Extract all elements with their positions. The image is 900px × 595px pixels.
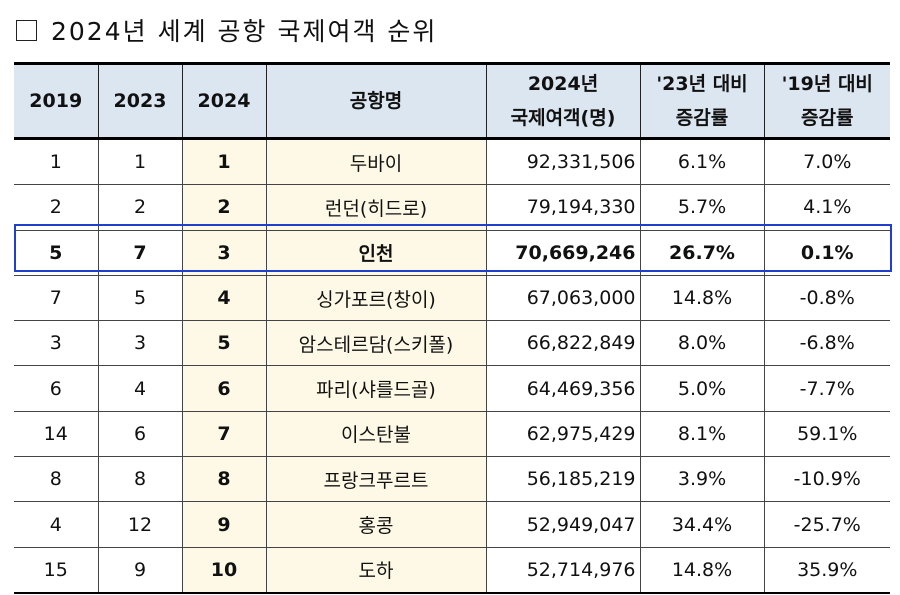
passengers-2024: 70,669,246 [485,230,640,276]
table-row: 5 7 3 인천 70,669,246 26.7% 0.1% [14,230,890,276]
table-row: 1 1 1 두바이 92,331,506 6.1% 7.0% [14,138,890,186]
table-row: 6 4 6 파리(샤를드골) 64,469,356 5.0% -7.7% [14,365,890,412]
header-change-vs-2019: '19년 대비 증감률 [763,62,890,140]
table-row: 2 2 2 런던(히드로) 79,194,330 5.7% 4.1% [14,184,890,231]
rank-2023: 7 [97,230,182,276]
header-airport: 공항명 [265,62,486,140]
airport-name: 도하 [265,547,486,594]
change-vs-2019: -10.9% [763,456,890,503]
passengers-2024: 52,714,976 [485,547,640,594]
rank-2023: 4 [97,365,182,412]
rank-2019: 3 [14,320,98,367]
change-vs-2019: -0.8% [763,275,890,322]
change-vs-2023: 34.4% [639,501,764,548]
rank-2019: 2 [14,184,98,231]
change-vs-2019: -6.8% [763,320,890,367]
passengers-2024: 62,975,429 [485,411,640,458]
change-vs-2023: 8.0% [639,320,764,367]
table-header: 2019 2023 2024 공항명 2024년 국제여객(명) '23년 대비… [14,62,890,140]
change-vs-2023: 5.7% [639,184,764,231]
rank-2024: 9 [181,501,266,548]
change-vs-2019: -7.7% [763,365,890,412]
header-passengers: 2024년 국제여객(명) [485,62,640,140]
rank-2019: 4 [14,501,98,548]
passengers-2024: 64,469,356 [485,365,640,412]
rank-2024: 2 [181,184,266,231]
title-text: 2024년 세계 공항 국제여객 순위 [51,17,438,46]
page-title: 2024년 세계 공항 국제여객 순위 [16,10,437,50]
rank-2024: 8 [181,456,266,503]
table-row: 4 12 9 홍콩 52,949,047 34.4% -25.7% [14,501,890,548]
airport-name: 암스테르담(스키폴) [265,320,486,367]
airport-name: 런던(히드로) [265,184,486,231]
header-change-vs-2023: '23년 대비 증감률 [639,62,764,140]
change-vs-2023: 8.1% [639,411,764,458]
rank-2024: 3 [181,230,266,276]
passengers-2024: 56,185,219 [485,456,640,503]
rank-2019: 6 [14,365,98,412]
rank-2023: 5 [97,275,182,322]
rank-2019: 5 [14,230,98,276]
table-row: 8 8 8 프랑크푸르트 56,185,219 3.9% -10.9% [14,456,890,503]
change-vs-2019: 35.9% [763,547,890,594]
airport-name: 싱가포르(창이) [265,275,486,322]
change-vs-2023: 3.9% [639,456,764,503]
change-vs-2019: 7.0% [763,138,890,186]
rank-2023: 3 [97,320,182,367]
rank-2019: 8 [14,456,98,503]
change-vs-2023: 26.7% [639,230,764,276]
airport-name: 두바이 [265,138,486,186]
rank-2024: 10 [181,547,266,594]
change-vs-2023: 6.1% [639,138,764,186]
header-2023: 2023 [97,62,182,140]
change-vs-2023: 5.0% [639,365,764,412]
rank-2023: 12 [97,501,182,548]
passengers-2024: 66,822,849 [485,320,640,367]
table-row: 3 3 5 암스테르담(스키폴) 66,822,849 8.0% -6.8% [14,320,890,367]
passengers-2024: 92,331,506 [485,138,640,186]
airport-name: 파리(샤를드골) [265,365,486,412]
rank-2024: 4 [181,275,266,322]
passengers-2024: 52,949,047 [485,501,640,548]
table-body: 1 1 1 두바이 92,331,506 6.1% 7.0% 2 2 2 런던(히드로) 79,194… [14,138,890,594]
passengers-2024: 67,063,000 [485,275,640,322]
airport-name: 이스탄불 [265,411,486,458]
change-vs-2019: 0.1% [763,230,890,276]
rank-2024: 1 [181,138,266,186]
checkbox-square-icon [16,19,37,41]
change-vs-2019: 59.1% [763,411,890,458]
header-2024: 2024 [181,62,266,140]
rank-2019: 1 [14,138,98,186]
airport-name: 인천 [265,230,486,276]
table-row: 14 6 7 이스탄불 62,975,429 8.1% 59.1% [14,411,890,458]
rank-2019: 7 [14,275,98,322]
header-2019: 2019 [14,62,98,140]
change-vs-2019: 4.1% [763,184,890,231]
airport-name: 프랑크푸르트 [265,456,486,503]
rank-2024: 7 [181,411,266,458]
airport-name: 홍콩 [265,501,486,548]
rank-2023: 9 [97,547,182,594]
rank-2024: 5 [181,320,266,367]
rank-2023: 2 [97,184,182,231]
change-vs-2019: -25.7% [763,501,890,548]
rank-2019: 14 [14,411,98,458]
change-vs-2023: 14.8% [639,547,764,594]
rank-2023: 6 [97,411,182,458]
rank-2019: 15 [14,547,98,594]
table-row: 7 5 4 싱가포르(창이) 67,063,000 14.8% -0.8% [14,275,890,322]
passengers-2024: 79,194,330 [485,184,640,231]
rank-2023: 8 [97,456,182,503]
change-vs-2023: 14.8% [639,275,764,322]
rank-2023: 1 [97,138,182,186]
rank-2024: 6 [181,365,266,412]
table-row: 15 9 10 도하 52,714,976 14.8% 35.9% [14,547,890,594]
airport-ranking-table: 2019 2023 2024 공항명 2024년 국제여객(명) '23년 대비… [14,62,890,594]
